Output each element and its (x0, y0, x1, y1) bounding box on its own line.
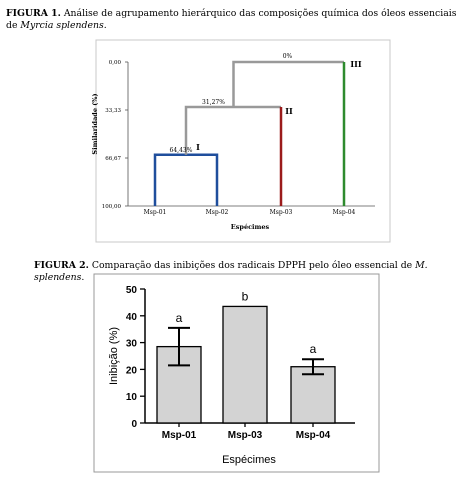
dendrogram-chart: 0,00 33,33 66,67 100,00 Msp-01 Msp-02 Msp-03 M… (91, 39, 391, 243)
bar-y-tick-label: 20 (126, 365, 138, 376)
dendrogram-link (232, 60, 344, 108)
figure1-caption: FIGURA 1. Análise de agrupamento hierárq… (6, 8, 466, 32)
bar-chart-y-ticks: 0 10 20 30 40 50 (126, 285, 145, 430)
dendrogram-link (184, 105, 281, 155)
figure2-caption-end: . (81, 272, 85, 283)
dendrogram-y-ticks: 0,00 33,33 66,67 100,00 (102, 60, 128, 210)
dendrogram-leaf-label: Msp-04 (333, 209, 356, 216)
figure1-caption-species: Myrcia splendens (20, 20, 104, 31)
bar-chart-x-axis-label: Espécimes (222, 454, 276, 466)
bar (290, 366, 336, 424)
dendrogram-leaf-label: Msp-02 (206, 209, 229, 216)
dendrogram-cluster-label: I (196, 142, 200, 152)
bar-chart-bars: a Msp-01 b Msp-03 a Msp-04 (156, 289, 336, 441)
dendrogram-cluster-label: III (350, 59, 361, 69)
dendrogram-links (153, 60, 346, 206)
dendrogram-leaf-label: Msp-01 (144, 209, 167, 216)
bar-y-tick-label: 0 (131, 419, 137, 430)
bar-y-tick-label: 50 (126, 285, 138, 296)
dendrogram-y-tick-label: 33,33 (105, 108, 121, 114)
significance-letter: a (310, 342, 317, 356)
dendrogram-y-tick-label: 100,00 (102, 204, 122, 210)
bar (222, 305, 268, 424)
dendrogram-merge-label: 31,27% (202, 99, 225, 106)
significance-letter: b (242, 289, 249, 303)
dendrogram-merge-label: 64,43% (170, 147, 193, 154)
bar-chart-y-axis-label: Inibição (%) (108, 327, 120, 385)
bar-chart: 0 10 20 30 40 50 a Msp-01 b Msp-03 a Msp-04 Inibiç… (93, 273, 380, 473)
figure2-caption-label: FIGURA 2. (34, 260, 89, 271)
dendrogram-x-axis-label: Espécimes (231, 223, 270, 231)
significance-letter: a (176, 311, 183, 325)
dendrogram-frame (95, 39, 391, 243)
dendrogram-leaf-label: Msp-03 (270, 209, 293, 216)
dendrogram-y-axis-label: Similaridade (%) (91, 93, 99, 154)
bar-category-label: Msp-01 (162, 430, 197, 441)
dendrogram-y-tick-label: 0,00 (109, 60, 122, 66)
figure1-caption-end: . (103, 20, 107, 31)
dendrogram-labels: Msp-01 Msp-02 Msp-03 Msp-0464,43%31,27%0%II… (144, 53, 362, 216)
bar-category-label: Msp-04 (296, 430, 331, 441)
dendrogram-merge-label: 0% (283, 53, 293, 60)
dendrogram-cluster-label: II (285, 106, 293, 116)
figure2-caption-text: Comparação das inibições dos radicais DP… (88, 260, 416, 271)
figure1-caption-text: Análise de agrupamento hierárquico das c… (6, 8, 457, 31)
bar-category-label: Msp-03 (228, 430, 263, 441)
figure2-caption: FIGURA 2. Comparação das inibições dos r… (34, 260, 464, 284)
figure1-caption-label: FIGURA 1. (6, 8, 61, 19)
bar-y-tick-label: 40 (126, 312, 138, 323)
bar-y-tick-label: 10 (126, 392, 138, 403)
figure2-caption-species: M. splendens (34, 260, 428, 283)
bar-y-tick-label: 30 (126, 339, 138, 350)
dendrogram-y-tick-label: 66,67 (105, 156, 121, 162)
